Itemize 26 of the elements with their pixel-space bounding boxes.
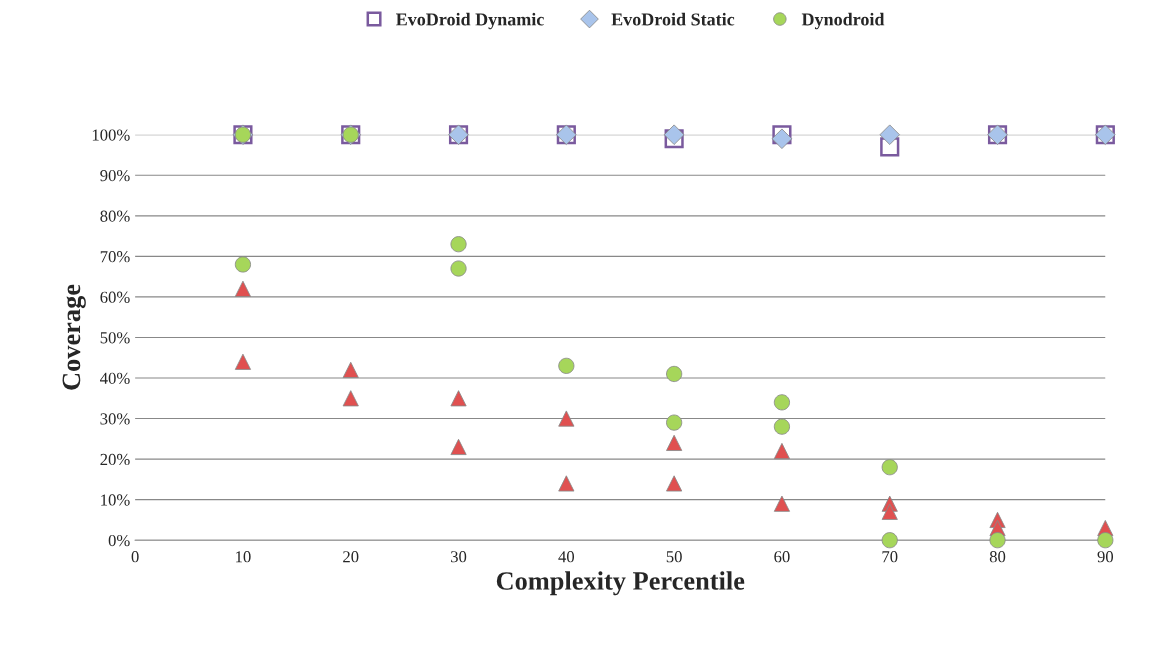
x-tick-label: 50 [666,551,682,563]
y-axis-title: Coverage [62,284,86,390]
legend-label: EvoDroid Dynamic [396,12,544,30]
y-tick-label: 100% [92,129,130,141]
x-tick-label: 0 [131,551,139,563]
x-tick-label: 90 [1097,551,1114,563]
x-tick-label: 60 [774,551,790,563]
x-axis-title: Complexity Percentile [496,571,745,596]
legend-label: Dynodroid [801,12,885,30]
y-tick-label: 20% [100,453,130,466]
x-tick-label: 30 [451,551,467,563]
y-tick-label: 90% [100,169,130,182]
y-tick-label: 50% [100,332,130,344]
y-tick-label: 30% [100,413,130,425]
x-tick-label: 80 [989,551,1006,563]
y-tick-label: 0% [108,534,130,547]
x-tick-label: 20 [343,551,359,563]
y-tick-label: 70% [100,251,130,263]
x-tick-label: 10 [236,551,251,563]
legend-label: EvoDroid Static [611,12,735,26]
x-tick-label: 70 [882,551,898,563]
x-tick-label: 40 [558,551,575,563]
y-tick-label: 40% [100,372,130,385]
y-tick-label: 60% [100,291,130,303]
y-tick-label: 80% [100,210,130,222]
y-tick-label: 10% [101,494,130,506]
